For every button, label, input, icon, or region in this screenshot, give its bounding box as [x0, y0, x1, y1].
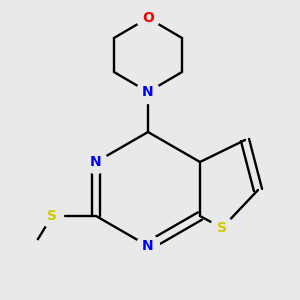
Circle shape — [136, 235, 160, 257]
Circle shape — [31, 240, 39, 248]
Circle shape — [211, 217, 233, 239]
Circle shape — [85, 151, 107, 173]
Circle shape — [136, 80, 160, 104]
Text: N: N — [142, 239, 154, 253]
Text: O: O — [142, 11, 154, 25]
Circle shape — [40, 205, 64, 227]
Text: N: N — [90, 155, 102, 169]
Circle shape — [136, 7, 160, 29]
Text: N: N — [142, 85, 154, 99]
Text: S: S — [217, 221, 227, 235]
Text: S: S — [47, 209, 57, 223]
